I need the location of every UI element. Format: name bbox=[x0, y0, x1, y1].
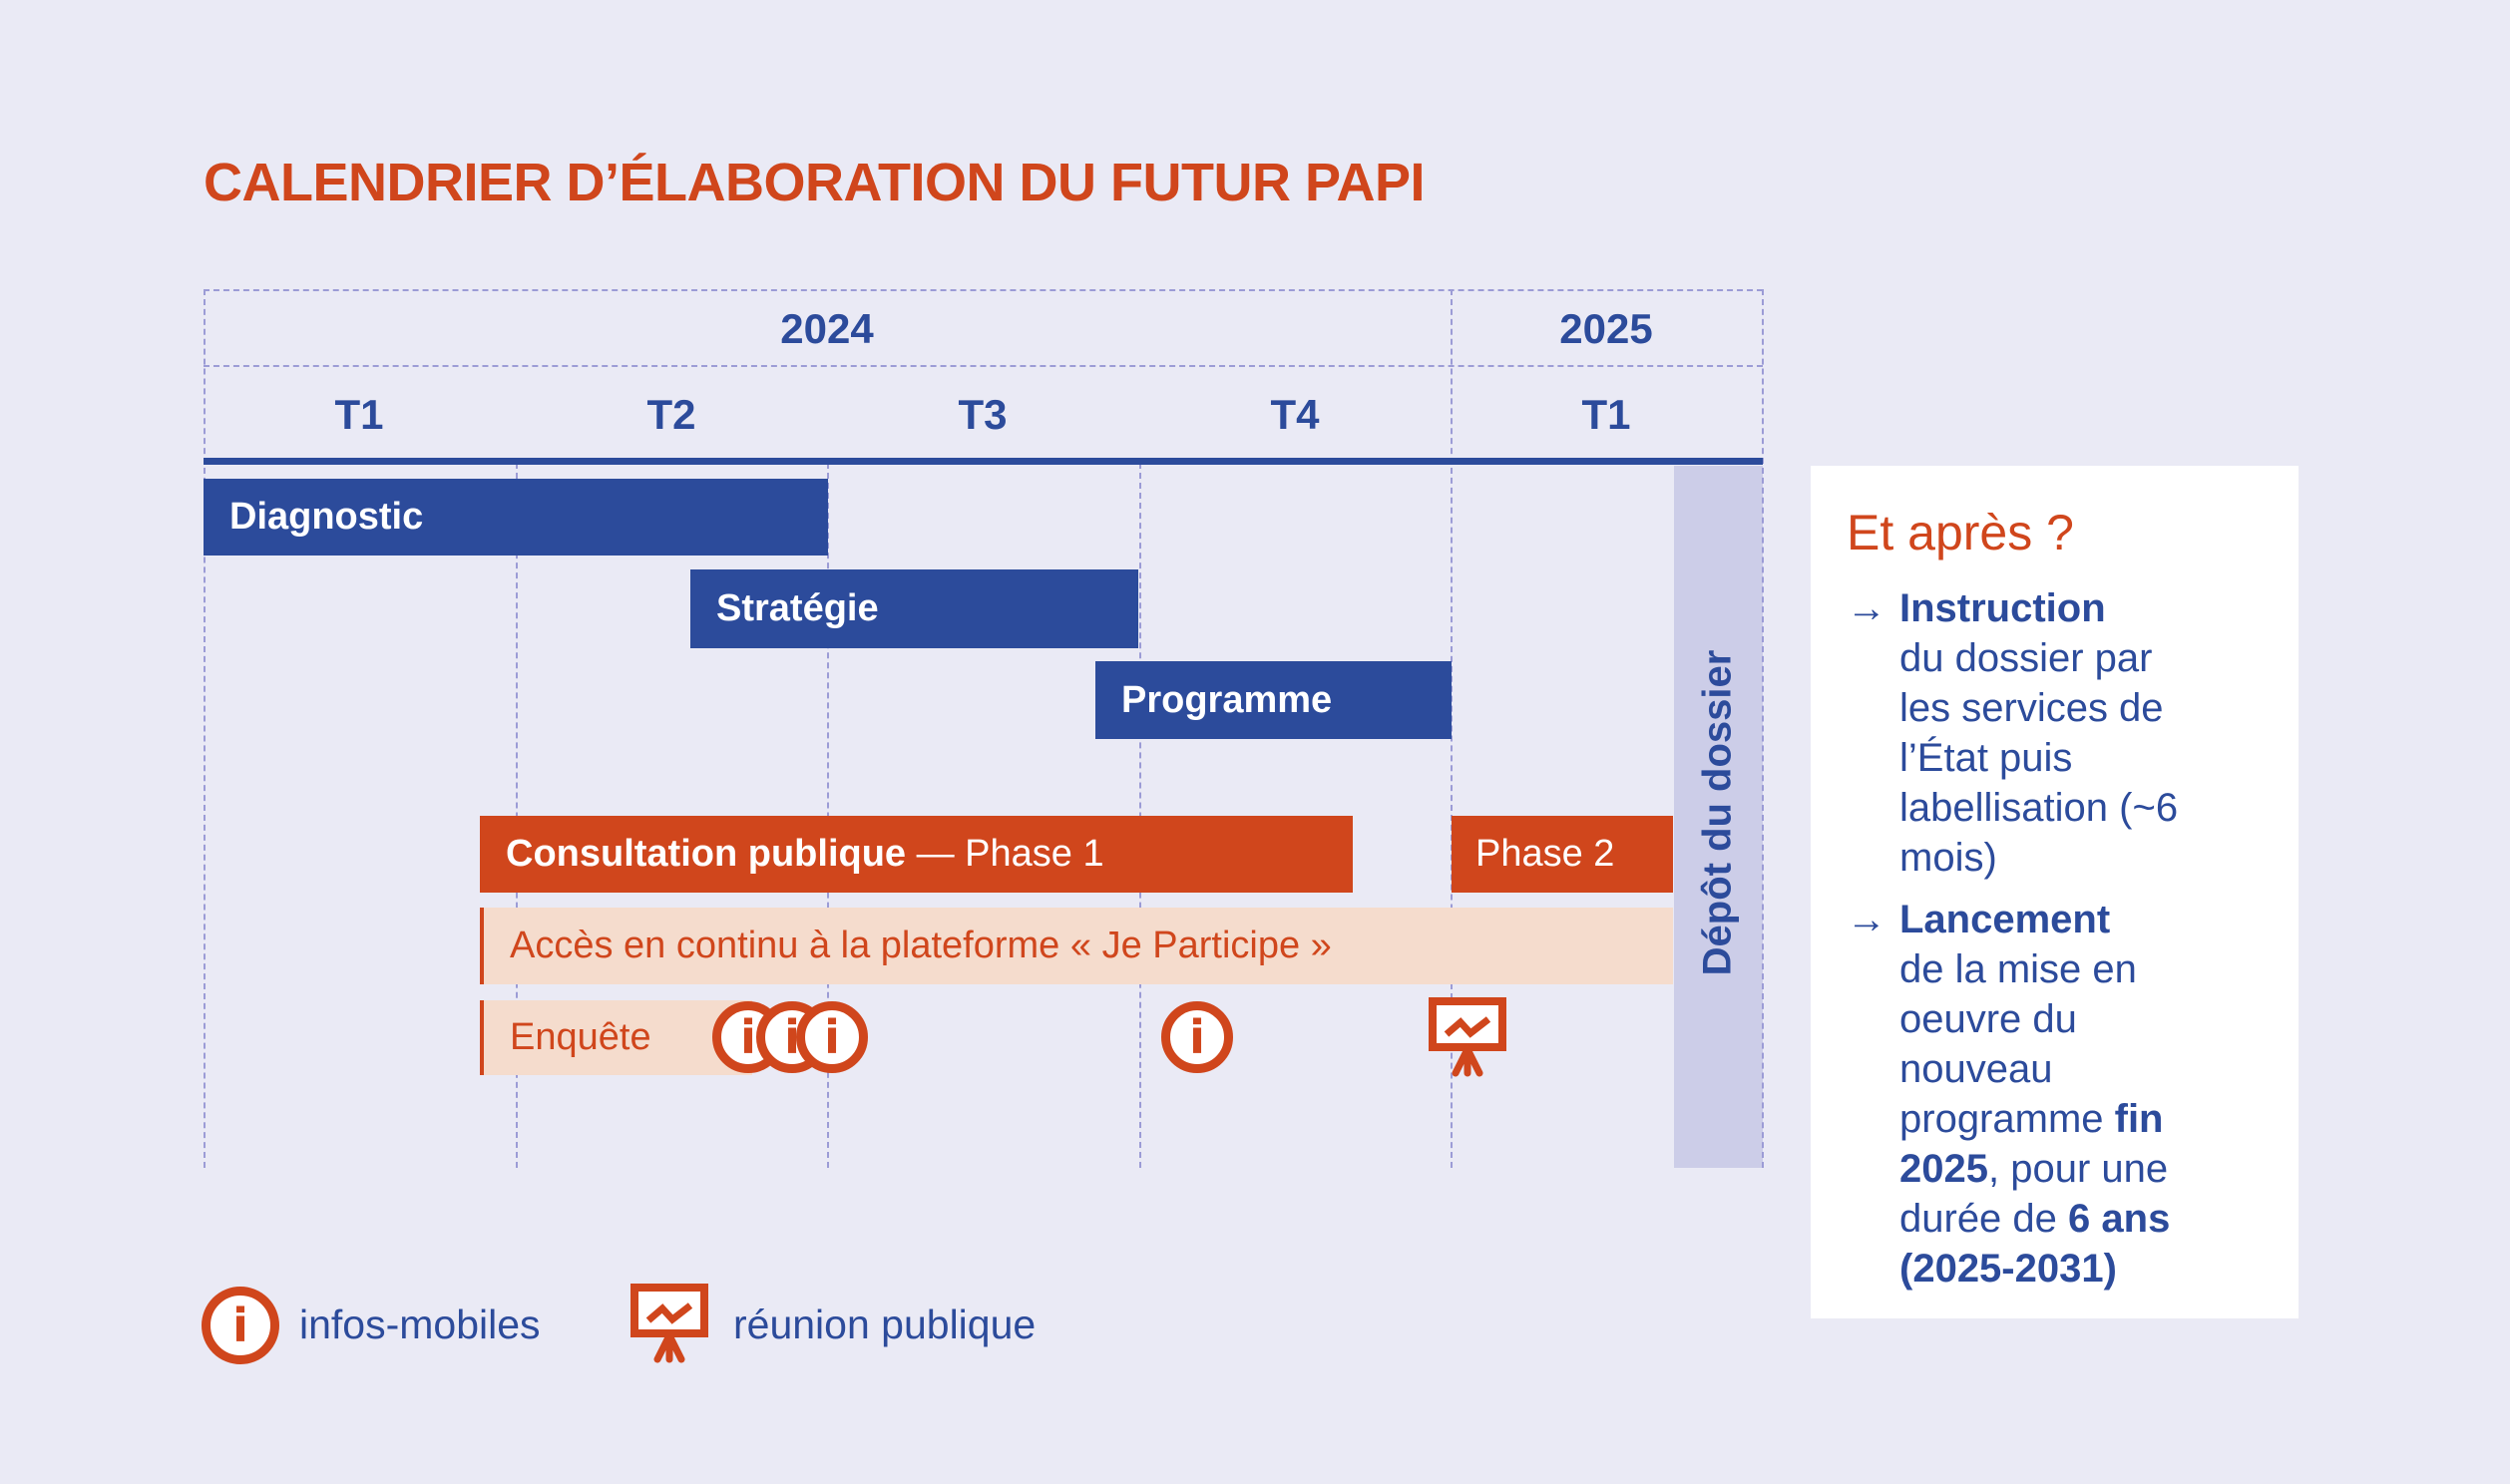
bar-label: Consultation publique bbox=[506, 833, 907, 875]
year-label: 2024 bbox=[780, 305, 874, 352]
item-text: , pour une durée de bbox=[1899, 1147, 2169, 1241]
legend-infos-label: infos-mobiles bbox=[299, 1301, 541, 1347]
quarter-label: T3 bbox=[958, 391, 1008, 438]
bar-acces-plateforme: Accès en continu à la plateforme « Je Pa… bbox=[480, 908, 1673, 984]
bar-phase2: Phase 2 bbox=[1452, 816, 1673, 893]
item-text: du dossier par les services de l’État pu… bbox=[1899, 636, 2179, 880]
bar-enquete: Enquête bbox=[480, 1000, 752, 1075]
item-bold: Lancement bbox=[1899, 898, 2111, 941]
bar-label: — Phase 1 bbox=[906, 833, 1104, 875]
legend-meeting-icon bbox=[630, 1284, 708, 1363]
quarter-label: T1 bbox=[1581, 391, 1631, 438]
depot-column bbox=[1674, 466, 1763, 1168]
grid-year-divider bbox=[204, 365, 1763, 367]
grid-line bbox=[1139, 463, 1141, 1168]
timeline-axis bbox=[204, 458, 1763, 465]
bar-label: Phase 2 bbox=[1475, 833, 1615, 875]
page-title: CALENDRIER D’ÉLABORATION DU FUTUR PAPI bbox=[204, 153, 1425, 212]
item-bold: Instruction bbox=[1899, 586, 2106, 630]
quarter-label: T1 bbox=[334, 391, 384, 438]
bar-programme: Programme bbox=[1095, 661, 1452, 739]
item-text: de la mise en oeuvre du nouveau programm… bbox=[1899, 947, 2137, 1141]
grid-line bbox=[204, 289, 206, 1168]
year-label: 2025 bbox=[1559, 305, 1653, 352]
bar-label: Accès en continu à la plateforme « Je Pa… bbox=[510, 925, 1332, 966]
depot-label: Dépôt du dossier bbox=[1695, 649, 1740, 976]
grid-top bbox=[204, 289, 1763, 291]
info-mobile-icon: i bbox=[1161, 1001, 1233, 1073]
bar-diagnostic: Diagnostic bbox=[204, 479, 828, 556]
after-item-lancement: → Lancement de la mise en oeuvre du nouv… bbox=[1847, 895, 2266, 1294]
after-title: Et après ? bbox=[1847, 505, 2074, 560]
public-meeting-icon bbox=[1429, 997, 1506, 1077]
quarter-label: T4 bbox=[1270, 391, 1320, 438]
after-item-instruction: → Instruction du dossier par les service… bbox=[1847, 583, 2246, 883]
item-bold: fin 2025 bbox=[1899, 1097, 2164, 1191]
item-bold: 6 ans (2025-2031) bbox=[1899, 1197, 2171, 1291]
bar-label: Programme bbox=[1121, 678, 1333, 721]
legend-info-icon: i bbox=[202, 1287, 279, 1364]
grid-line bbox=[1762, 289, 1764, 1168]
grid-line bbox=[516, 463, 518, 1168]
legend-reunion-label: réunion publique bbox=[733, 1301, 1037, 1347]
bar-strategie: Stratégie bbox=[690, 569, 1138, 648]
bar-label: Stratégie bbox=[716, 587, 879, 629]
arrow-right-icon: → bbox=[1847, 898, 1886, 941]
grid-line bbox=[827, 463, 829, 1168]
quarter-label: T2 bbox=[646, 391, 696, 438]
bar-label: Enquête bbox=[510, 1016, 651, 1058]
grid-line bbox=[1451, 289, 1453, 1168]
arrow-right-icon: → bbox=[1847, 586, 1886, 630]
bar-consultation-phase1: Consultation publique — Phase 1 bbox=[480, 816, 1353, 893]
bar-label: Diagnostic bbox=[229, 496, 424, 538]
info-mobile-icon: i bbox=[796, 1001, 868, 1073]
after-panel: Et après ? → Instruction du dossier par … bbox=[1811, 466, 2299, 1318]
